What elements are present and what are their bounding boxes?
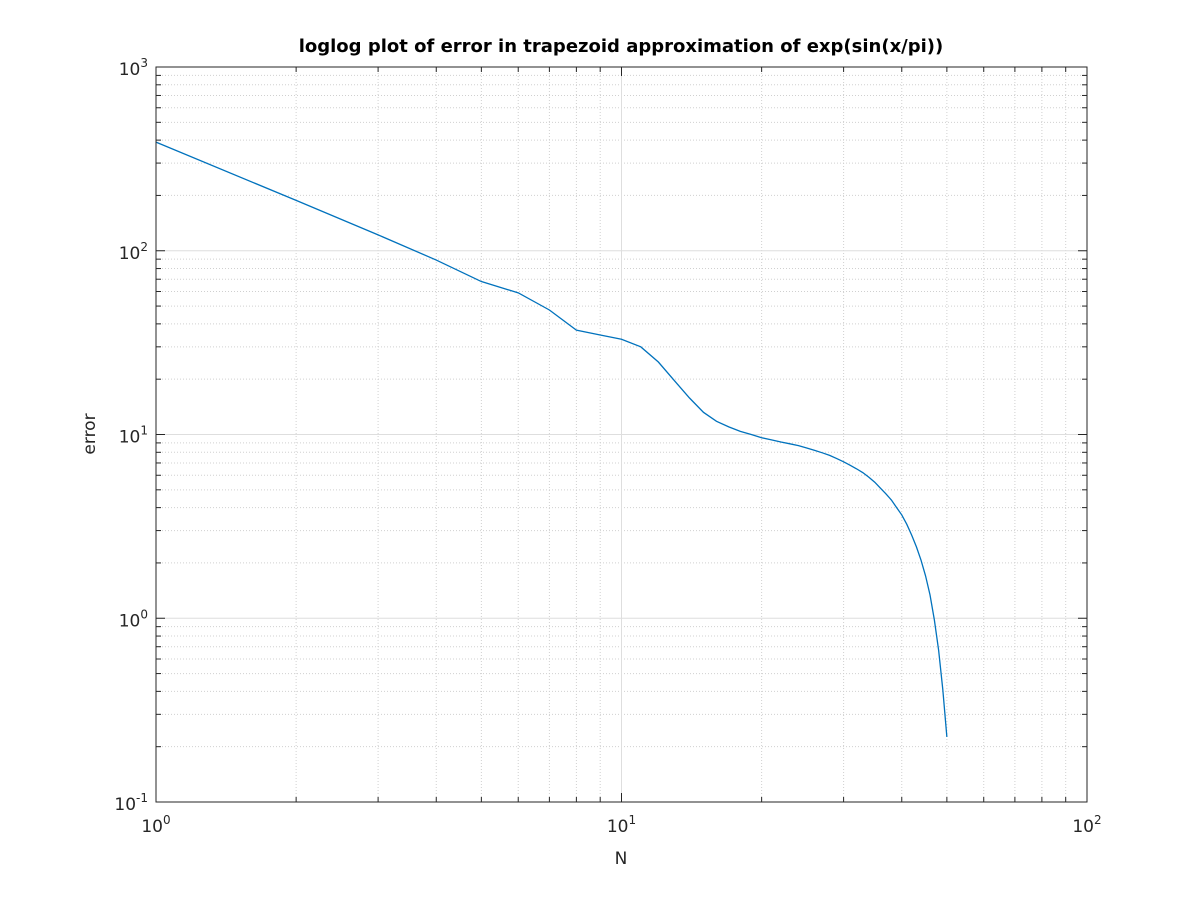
tick-label: 100 — [119, 607, 148, 631]
y-axis-label: error — [80, 413, 100, 454]
tick-label: 101 — [607, 813, 636, 837]
tick-base: 10 — [141, 817, 163, 837]
tick-label: 103 — [119, 56, 148, 80]
tick-base: 10 — [119, 611, 141, 631]
tick-label: 100 — [141, 813, 170, 837]
tick-base: 10 — [1072, 817, 1094, 837]
tick-power: 1 — [140, 424, 148, 438]
tick-power: 1 — [629, 813, 637, 827]
lines — [155, 141, 948, 737]
chart-title: loglog plot of error in trapezoid approx… — [299, 36, 944, 57]
tick-label: 102 — [1072, 813, 1101, 837]
tick-base: 10 — [119, 428, 141, 448]
tick-label: 102 — [119, 240, 148, 264]
x-axis-label: N — [615, 849, 628, 869]
tick-base: 10 — [114, 795, 136, 815]
tick-power: 0 — [140, 607, 148, 621]
tick-base: 10 — [607, 817, 629, 837]
tick-power: 2 — [140, 240, 148, 254]
tick-power: 2 — [1094, 813, 1102, 827]
tick-base: 10 — [119, 244, 141, 264]
tick-power: 0 — [163, 813, 171, 827]
tick-power: 3 — [140, 56, 148, 70]
tick-label: 10-1 — [114, 791, 148, 815]
tick-base: 10 — [119, 60, 141, 80]
tick-label: 101 — [119, 424, 148, 448]
tick-power: -1 — [136, 791, 148, 805]
data-line — [155, 141, 948, 737]
